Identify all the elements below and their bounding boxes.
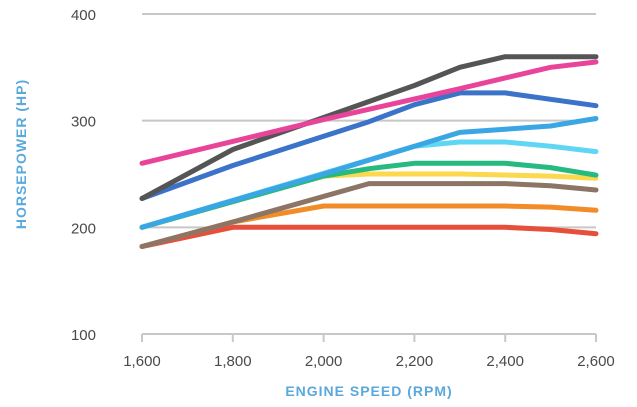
series-line-8 xyxy=(139,90,599,201)
y-tick-labels: 100 200 300 400 xyxy=(71,7,96,344)
series-line-1 xyxy=(139,224,599,249)
series-lines xyxy=(139,54,599,249)
x-axis-title: ENGINE SPEED (RPM) xyxy=(285,383,452,399)
y-tick-label: 400 xyxy=(71,7,96,24)
y-tick-label: 200 xyxy=(71,220,96,237)
x-tick-label: 2,600 xyxy=(577,353,615,370)
x-tick-label: 2,200 xyxy=(396,353,434,370)
series-line-3 xyxy=(139,181,599,249)
x-tick-label: 2,000 xyxy=(305,353,343,370)
series-line-7 xyxy=(139,116,599,230)
x-tick-label: 1,600 xyxy=(123,353,161,370)
y-tick-label: 100 xyxy=(71,327,96,344)
y-axis-title: HORSEPOWER (HP) xyxy=(13,79,29,229)
series-line-10 xyxy=(139,59,599,166)
x-tick-label: 1,800 xyxy=(214,353,252,370)
y-tick-label: 300 xyxy=(71,114,96,131)
series-line-9 xyxy=(139,54,599,201)
x-tick-labels: 1,600 1,800 2,000 2,200 2,400 2,600 xyxy=(123,353,615,370)
x-tick-label: 2,400 xyxy=(486,353,524,370)
